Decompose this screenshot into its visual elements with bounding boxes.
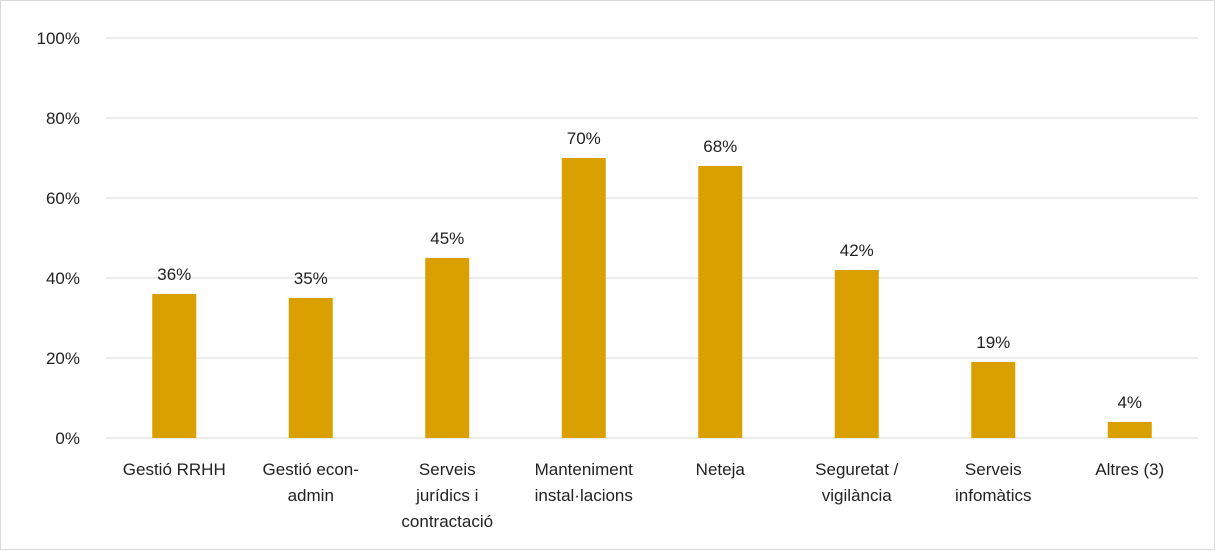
x-tick-label: Neteja xyxy=(696,460,746,479)
bar xyxy=(288,298,333,438)
x-tick-label: Serveis xyxy=(419,460,476,479)
data-label: 35% xyxy=(294,269,328,288)
x-tick-label: Gestió econ- xyxy=(263,460,359,479)
bar xyxy=(425,258,470,438)
x-tick-label: contractació xyxy=(401,512,493,531)
x-tick-label: jurídics i xyxy=(415,486,478,505)
x-tick-label: Altres (3) xyxy=(1095,460,1164,479)
y-tick-label: 60% xyxy=(46,189,80,208)
y-tick-label: 20% xyxy=(46,349,80,368)
data-label: 42% xyxy=(840,241,874,260)
bar xyxy=(152,294,197,438)
y-tick-label: 40% xyxy=(46,269,80,288)
x-tick-label: infomàtics xyxy=(955,486,1032,505)
x-tick-label: instal·lacions xyxy=(535,486,633,505)
bar xyxy=(971,362,1016,438)
bar xyxy=(1107,422,1152,438)
x-tick-label: vigilància xyxy=(822,486,892,505)
data-label: 70% xyxy=(567,129,601,148)
y-tick-label: 100% xyxy=(37,29,80,48)
bar xyxy=(698,166,743,438)
y-tick-label: 80% xyxy=(46,109,80,128)
x-tick-label: Gestió RRHH xyxy=(123,460,226,479)
data-label: 19% xyxy=(976,333,1010,352)
x-tick-label: Manteniment xyxy=(535,460,634,479)
x-tick-label: Seguretat / xyxy=(815,460,898,479)
data-label: 4% xyxy=(1117,393,1142,412)
bar xyxy=(561,158,606,438)
bar xyxy=(834,270,879,438)
y-tick-label: 0% xyxy=(55,429,80,448)
x-tick-label: admin xyxy=(288,486,334,505)
data-label: 45% xyxy=(430,229,464,248)
x-tick-label: Serveis xyxy=(965,460,1022,479)
data-label: 36% xyxy=(157,265,191,284)
data-label: 68% xyxy=(703,137,737,156)
